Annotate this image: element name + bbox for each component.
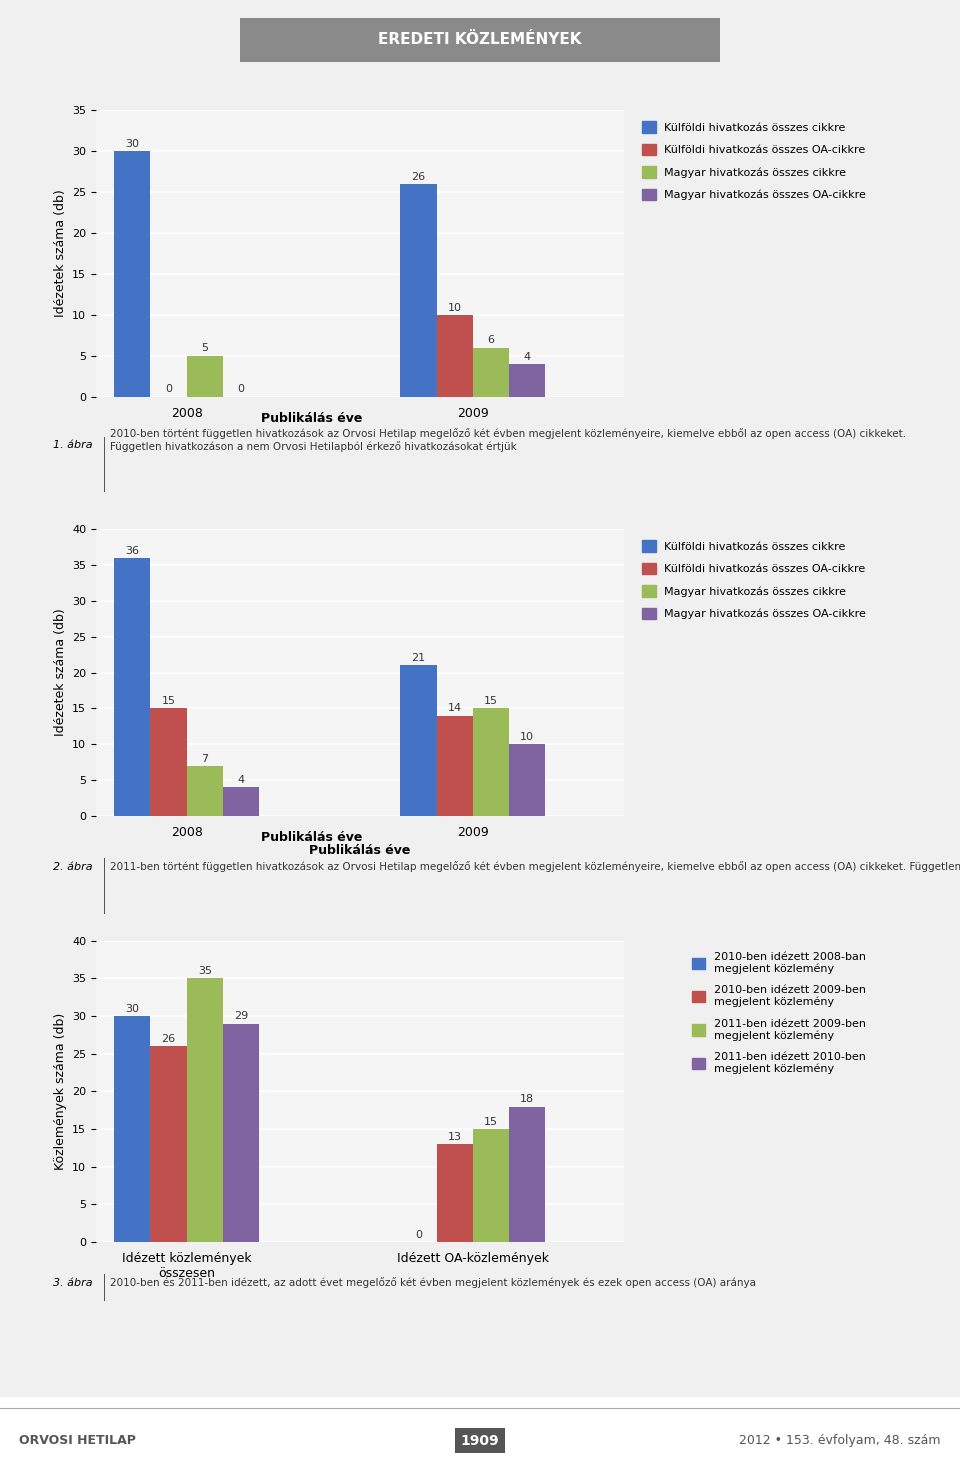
Text: 4: 4 [524, 351, 531, 362]
Bar [473, 1129, 509, 1242]
Legend: 2010-ben idézett 2008-ban
megjelent közlemény, 2010-ben idézett 2009-ben
megjele: 2010-ben idézett 2008-ban megjelent közl… [686, 947, 872, 1079]
Text: 10: 10 [447, 303, 462, 313]
Bar [400, 666, 437, 816]
Bar [223, 788, 259, 816]
Y-axis label: Közlemények száma (db): Közlemények száma (db) [54, 1013, 66, 1170]
Bar [223, 1023, 259, 1242]
X-axis label: Publikálás éve: Publikálás éve [309, 844, 411, 857]
Text: Publikálás éve: Publikálás éve [261, 831, 363, 844]
Bar [473, 348, 509, 397]
Text: 30: 30 [125, 1004, 139, 1014]
Text: 30: 30 [125, 138, 139, 148]
Text: 2010-ben és 2011-ben idézett, az adott évet megelőző két évben megjelent közlemé: 2010-ben és 2011-ben idézett, az adott é… [110, 1277, 756, 1288]
Text: 14: 14 [447, 703, 462, 713]
Legend: Külföldi hivatkozás összes cikkre, Külföldi hivatkozás összes OA-cikkre, Magyar : Külföldi hivatkozás összes cikkre, Külfö… [636, 116, 872, 206]
Text: 26: 26 [412, 172, 425, 181]
Text: 15: 15 [484, 697, 498, 706]
Bar [186, 979, 223, 1242]
Text: 18: 18 [520, 1094, 535, 1104]
Bar [509, 365, 545, 397]
Bar [186, 356, 223, 397]
Bar [437, 716, 473, 816]
Bar [186, 766, 223, 816]
Text: 4: 4 [237, 775, 245, 785]
Bar [437, 315, 473, 397]
Text: 2012 • 153. évfolyam, 48. szám: 2012 • 153. évfolyam, 48. szám [739, 1435, 941, 1446]
Legend: Külföldi hivatkozás összes cikkre, Külföldi hivatkozás összes OA-cikkre, Magyar : Külföldi hivatkozás összes cikkre, Külfö… [636, 535, 872, 625]
Bar [114, 151, 151, 397]
Text: 0: 0 [415, 1230, 422, 1239]
Text: 7: 7 [202, 754, 208, 763]
Text: 6: 6 [488, 335, 494, 345]
Bar [151, 709, 186, 816]
Text: 0: 0 [237, 385, 245, 394]
Bar [509, 1107, 545, 1242]
Text: 1. ábra: 1. ábra [53, 441, 92, 450]
Text: 26: 26 [161, 1033, 176, 1044]
Text: 2. ábra: 2. ábra [53, 863, 92, 872]
Bar [400, 184, 437, 397]
Text: 3. ábra: 3. ábra [53, 1279, 92, 1288]
Text: EREDETI KÖZLEMÉNYEK: EREDETI KÖZLEMÉNYEK [378, 32, 582, 47]
Text: 2010-ben történt független hivatkozások az Orvosi Hetilap megelőző két évben meg: 2010-ben történt független hivatkozások … [110, 428, 906, 453]
Text: 36: 36 [125, 545, 139, 556]
Text: 1909: 1909 [461, 1433, 499, 1448]
Text: Publikálás éve: Publikálás éve [261, 412, 363, 425]
Text: 15: 15 [161, 697, 176, 706]
Text: 2011-ben történt független hivatkozások az Orvosi Hetilap megelőző két évben meg: 2011-ben történt független hivatkozások … [110, 861, 960, 872]
Y-axis label: Idézetek száma (db): Idézetek száma (db) [54, 609, 66, 736]
Text: 35: 35 [198, 966, 212, 976]
Bar [437, 1144, 473, 1242]
Y-axis label: Idézetek száma (db): Idézetek száma (db) [54, 190, 66, 318]
Text: 0: 0 [165, 385, 172, 394]
Text: ORVOSI HETILAP: ORVOSI HETILAP [19, 1435, 136, 1446]
Text: 13: 13 [447, 1132, 462, 1142]
Bar [151, 1047, 186, 1242]
Text: 29: 29 [234, 1011, 249, 1022]
Text: 5: 5 [202, 344, 208, 353]
Bar [509, 744, 545, 816]
Text: 10: 10 [520, 732, 535, 742]
Text: 15: 15 [484, 1117, 498, 1127]
Text: 21: 21 [412, 653, 425, 663]
Bar [114, 559, 151, 816]
Bar [473, 709, 509, 816]
Bar [114, 1016, 151, 1242]
